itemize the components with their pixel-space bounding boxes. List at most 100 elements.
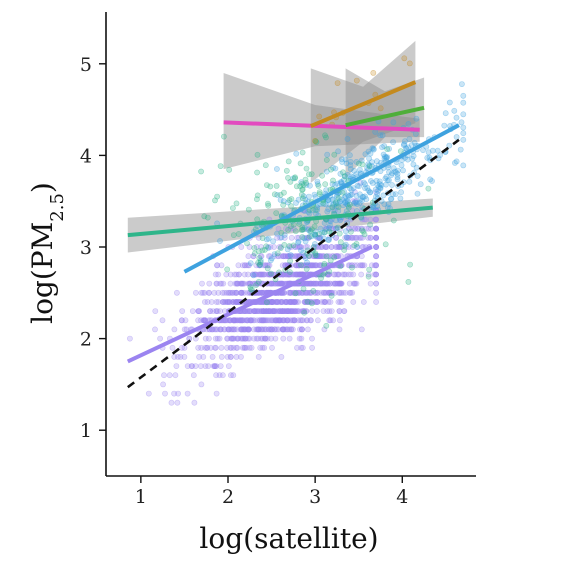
data-point [336,308,343,314]
data-point [299,271,306,278]
data-point [313,253,320,260]
data-point [265,253,272,260]
data-point [389,170,395,177]
data-point [302,238,309,245]
data-point [277,317,284,324]
data-point [283,299,290,305]
data-point [330,225,336,232]
data-point [214,262,220,269]
data-point [258,289,265,296]
data-point [283,225,289,232]
data-point [321,229,328,236]
data-point [303,308,310,314]
confidence-band [345,68,425,179]
data-point [212,344,219,351]
data-point [317,225,324,232]
data-point [232,280,239,287]
data-point [226,299,233,305]
data-point [322,132,328,139]
data-point [305,193,312,200]
data-point [315,182,322,189]
data-point [201,289,208,296]
data-point [215,289,222,296]
data-point [279,308,286,314]
data-point [295,262,302,269]
data-point [264,271,270,278]
data-point [425,149,432,156]
y-axis-title-main: log(PM [26,222,59,324]
data-point [336,230,343,237]
data-point [373,234,379,241]
data-point [204,344,210,351]
data-point [313,139,320,145]
data-point [290,225,297,232]
data-point [303,299,310,305]
data-point [238,326,245,333]
data-point [351,225,358,232]
data-point [283,308,289,314]
data-point [358,157,365,164]
data-point [280,308,287,314]
data-point [278,229,285,236]
data-point [337,289,343,296]
data-point [323,187,330,193]
data-point [345,192,351,199]
data-point [356,199,363,206]
data-point [322,244,329,250]
data-point [209,326,216,333]
data-point [221,326,228,333]
data-point [299,344,306,351]
data-point [178,317,185,324]
data-point [250,253,257,260]
data-point [273,308,280,314]
data-point [250,317,256,324]
data-point [209,326,216,333]
data-point [218,280,225,287]
data-point [336,317,343,324]
data-point [277,299,284,305]
data-point [267,308,274,314]
data-point [312,228,319,235]
data-point [282,308,288,314]
data-point [344,198,351,205]
data-point [268,335,274,342]
data-point [198,168,204,175]
fit-line [127,205,433,238]
y-tick-label: 2 [80,329,92,351]
data-point [258,335,265,342]
data-point [288,299,295,305]
data-point [283,271,289,278]
data-point [263,299,270,306]
data-point [252,308,259,314]
data-point [341,308,348,314]
data-point [152,326,158,333]
data-point [296,271,303,278]
data-point [301,308,308,314]
data-point [314,289,321,296]
data-point [271,308,278,314]
data-point [276,280,283,287]
data-point [354,225,361,232]
data-point [330,164,336,171]
data-point [350,299,357,305]
data-point [274,253,281,260]
data-point [295,234,302,241]
data-point [195,308,202,314]
data-point [362,181,368,188]
data-point [269,308,276,314]
data-point [291,289,297,296]
data-point [251,308,258,314]
data-point [275,299,281,305]
data-point [300,193,307,200]
data-point [227,280,234,287]
data-point [453,114,460,121]
data-point [350,280,357,287]
data-point [323,280,330,287]
data-point [246,344,253,351]
data-point [216,335,223,342]
data-point [209,353,216,360]
fit-line [183,123,460,274]
data-point [262,335,269,342]
data-point [414,173,421,179]
data-point [294,344,300,351]
